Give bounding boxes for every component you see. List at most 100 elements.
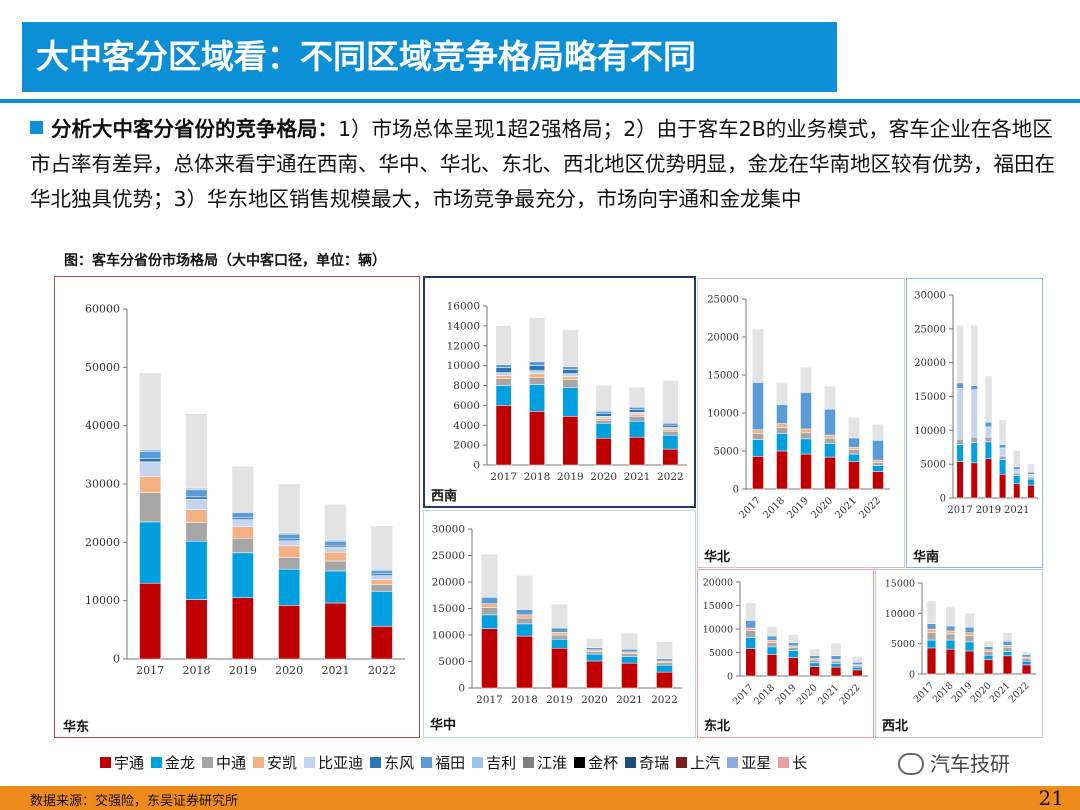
bar-segment xyxy=(231,552,254,599)
bar-segment xyxy=(370,591,393,627)
bar-segment xyxy=(495,372,512,376)
x-tick-label: 2020 xyxy=(969,680,994,705)
bar-segment xyxy=(231,526,254,539)
bar-segment xyxy=(629,414,645,417)
bar-segment xyxy=(629,407,645,410)
bar-segment xyxy=(752,439,764,457)
bar-segment xyxy=(956,461,964,499)
bar-segment xyxy=(766,642,778,648)
bar-segment xyxy=(788,650,799,658)
x-tick-label: 2017 xyxy=(490,471,517,483)
legend-label: 东风 xyxy=(384,754,415,772)
bar-segment xyxy=(970,385,978,390)
legend-swatch xyxy=(523,757,535,768)
bar-segment xyxy=(830,663,842,668)
bar-segment xyxy=(1002,640,1013,646)
y-tick-label: 4000 xyxy=(453,420,480,432)
bar-segment xyxy=(231,519,254,527)
bar-segment xyxy=(956,388,964,440)
legend-label: 亚星 xyxy=(741,754,772,772)
legend-label: 上汽 xyxy=(690,754,721,772)
bar-segment xyxy=(370,579,393,585)
y-tick-label: 0 xyxy=(940,494,946,505)
bar-segment xyxy=(1027,474,1035,478)
bar-segment xyxy=(999,459,1007,475)
bar-segment xyxy=(621,656,638,664)
bar-segment xyxy=(926,639,937,649)
legend-item: 金杯 xyxy=(574,752,618,773)
bar-segment xyxy=(872,465,884,472)
bar-segment xyxy=(824,434,836,439)
legend-swatch xyxy=(202,757,214,768)
bar-segment xyxy=(1013,475,1021,485)
bar-segment xyxy=(595,413,612,417)
legend-label: 福田 xyxy=(435,754,466,772)
bar-segment xyxy=(926,628,937,633)
bar-segment xyxy=(956,444,964,462)
watermark-text: 汽车技研 xyxy=(930,752,1010,776)
legend-label: 金龙 xyxy=(165,754,196,772)
bar-segment xyxy=(848,446,860,450)
bar-segment xyxy=(516,614,533,619)
x-tick-label: 2019 xyxy=(557,471,584,483)
bar-segment xyxy=(231,597,254,660)
bar-segment xyxy=(984,441,992,460)
bar-segment xyxy=(852,666,863,671)
bar-segment xyxy=(926,632,937,641)
chart-panel-huanan: 0 5000 10000 15000 20000 25000 30000 2017 2019 20… xyxy=(906,278,1043,568)
x-tick-label: 2017 xyxy=(737,495,763,521)
bar-segment xyxy=(983,646,994,650)
bar-segment xyxy=(745,637,756,649)
x-tick-label: 2017 xyxy=(136,664,164,677)
legend-item: 东风 xyxy=(370,752,414,773)
bar-segment xyxy=(809,662,820,667)
legend-item: 奇瑞 xyxy=(625,752,669,773)
x-tick-label: 2021 xyxy=(988,680,1013,705)
bar-segment xyxy=(495,367,512,373)
bar-segment xyxy=(324,539,347,542)
x-tick-label: 2019 xyxy=(546,694,573,706)
bar-segment xyxy=(139,449,162,452)
x-tick-label: 2022 xyxy=(651,694,678,706)
bar-segment xyxy=(562,416,579,466)
bar-segment xyxy=(848,437,860,448)
bar-segment xyxy=(999,447,1007,457)
bar-segment xyxy=(495,378,512,386)
legend-swatch xyxy=(304,757,316,768)
legend-item: 亚星 xyxy=(727,752,771,773)
bar-segment xyxy=(595,437,612,466)
bar-segment xyxy=(481,603,498,608)
x-tick-label: 2021 xyxy=(816,682,841,707)
bar-segment xyxy=(551,632,568,636)
x-tick-label: 2017 xyxy=(731,682,756,707)
chart-region-title: 西南 xyxy=(431,488,457,504)
bar-segment xyxy=(495,364,512,368)
bar-segment xyxy=(745,620,756,629)
chart-svg: 0 2000 4000 6000 8000 10000 12000 14000 16000 201… xyxy=(431,301,687,504)
y-tick-label: 10000 xyxy=(707,409,739,420)
bar-segment xyxy=(621,653,638,657)
y-tick-label: 5000 xyxy=(714,447,739,458)
y-tick-label: 15000 xyxy=(914,392,946,403)
chart-panel-xinan: 0 2000 4000 6000 8000 10000 12000 14000 16000 201… xyxy=(423,276,696,508)
y-tick-label: 30000 xyxy=(432,524,465,536)
chart-region-title: 华中 xyxy=(430,717,456,733)
bar-segment xyxy=(1013,466,1021,470)
legend-label: 宇通 xyxy=(114,754,145,772)
bar-segment xyxy=(662,448,679,466)
legend-item: 长 xyxy=(778,752,807,773)
legend-label: 安凯 xyxy=(267,754,298,772)
bar-segment xyxy=(185,487,208,491)
bar-segment xyxy=(964,650,975,675)
bar-segment xyxy=(185,489,208,498)
x-tick-label: 2021 xyxy=(616,694,643,706)
bar-segment xyxy=(595,418,612,421)
legend-label: 金杯 xyxy=(588,754,619,772)
bar-segment xyxy=(495,385,512,406)
bar-segment xyxy=(586,651,603,655)
chart-panel-dongbei: 0 5000 10000 15000 20000 2017 2018 2019 2020 2021… xyxy=(697,569,874,738)
bar-segment xyxy=(800,432,812,440)
bar-segment xyxy=(370,573,393,576)
bar-segment xyxy=(662,428,679,432)
